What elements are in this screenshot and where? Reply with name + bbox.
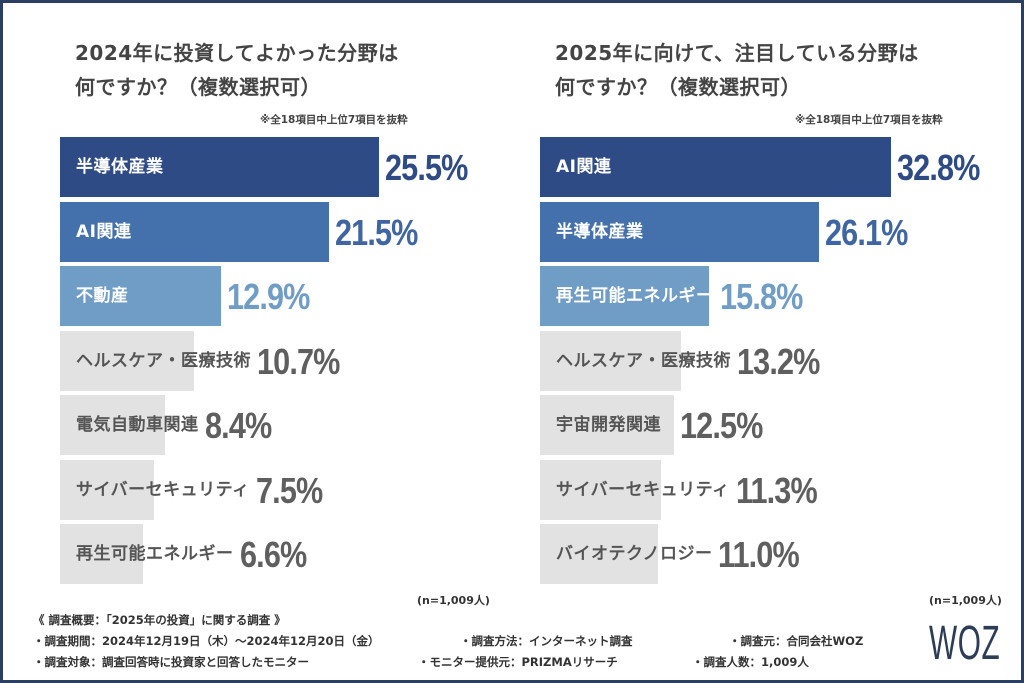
bar-value: 21.5% [334, 211, 418, 253]
bar-label: 宇宙開発関連 [556, 415, 661, 435]
bar [60, 459, 154, 520]
chart-note: ※全18項目中上位7項目を抜粋 [260, 114, 408, 126]
chart-title: 2025年に向けて、注目している分野は 何ですか？（複数選択可） [555, 41, 919, 99]
bar-label: AI関連 [76, 221, 132, 242]
bar-label: 再生可能エネルギー [76, 544, 234, 564]
bar-label: サイバーセキュリティ [76, 479, 250, 500]
sample-size-right: (n=1,009人) [929, 594, 1002, 607]
bar [60, 330, 194, 391]
survey-heading: 《 調査概要：「2025年の投資」に関する調査 》 [33, 613, 286, 627]
bar-label: AI関連 [556, 157, 612, 177]
bar-value: 12.5% [679, 405, 763, 446]
bar [60, 524, 143, 584]
bar-value: 10.7% [257, 340, 340, 382]
bar-value: 13.2% [737, 340, 820, 382]
bar-label: 不動産 [76, 286, 129, 306]
bar [60, 266, 222, 326]
bar-label: 電気自動車関連 [76, 415, 199, 435]
infographic: 2024年に投資してよかった分野は 何ですか？（複数選択可） ※全18項目中上位… [3, 3, 1021, 680]
bar-value: 15.8% [719, 276, 803, 317]
bar-label: バイオテクノロジー [556, 544, 713, 564]
bar-label: 半導体産業 [76, 157, 164, 177]
bar-value: 32.8% [897, 147, 980, 188]
survey-method: ・調査方法：インターネット調査 [460, 634, 633, 648]
survey-target: ・調査対象：調査回答時に投資家と回答したモニター [33, 655, 309, 669]
bar-value: 6.6% [239, 534, 307, 575]
bar [540, 201, 820, 262]
bar [60, 201, 329, 262]
sample-size-left: (n=1,009人) [417, 594, 490, 607]
bar [540, 137, 891, 197]
bar-value: 25.5% [385, 147, 468, 188]
bar [60, 137, 379, 197]
bar [540, 266, 710, 326]
bar [60, 395, 166, 455]
bar-value: 7.5% [255, 469, 323, 511]
bar-value: 26.1% [825, 211, 908, 253]
survey-source: ・調査元：合同会社WOZ [729, 634, 864, 648]
bar-label: サイバーセキュリティ [556, 479, 730, 500]
bar-label: 再生可能エネルギー [556, 286, 714, 306]
bar-value: 12.9% [227, 276, 310, 317]
woz-logo: WOZ [929, 617, 1001, 670]
bar-value: 11.0% [718, 534, 800, 575]
bar [540, 459, 661, 520]
bar-label: 半導体産業 [556, 221, 644, 242]
bar-value: 8.4% [204, 405, 272, 446]
chart-title: 2024年に投資してよかった分野は 何ですか？（複数選択可） [75, 41, 399, 99]
bar [540, 524, 658, 584]
survey-period: ・調査期間：2024年12月19日（木）～2024年12月20日（金） [33, 634, 380, 648]
bar-value: 11.3% [735, 469, 818, 511]
chart-note: ※全18項目中上位7項目を抜粋 [795, 114, 943, 126]
bar [540, 330, 682, 391]
bar [540, 395, 674, 455]
bar-label: ヘルスケア・医療技術 [76, 350, 251, 371]
respondent-count: ・調査人数：1,009人 [692, 655, 809, 669]
monitor-provider: ・モニター提供元：PRIZMAリサーチ [418, 655, 618, 669]
bar-label: ヘルスケア・医療技術 [556, 350, 731, 371]
